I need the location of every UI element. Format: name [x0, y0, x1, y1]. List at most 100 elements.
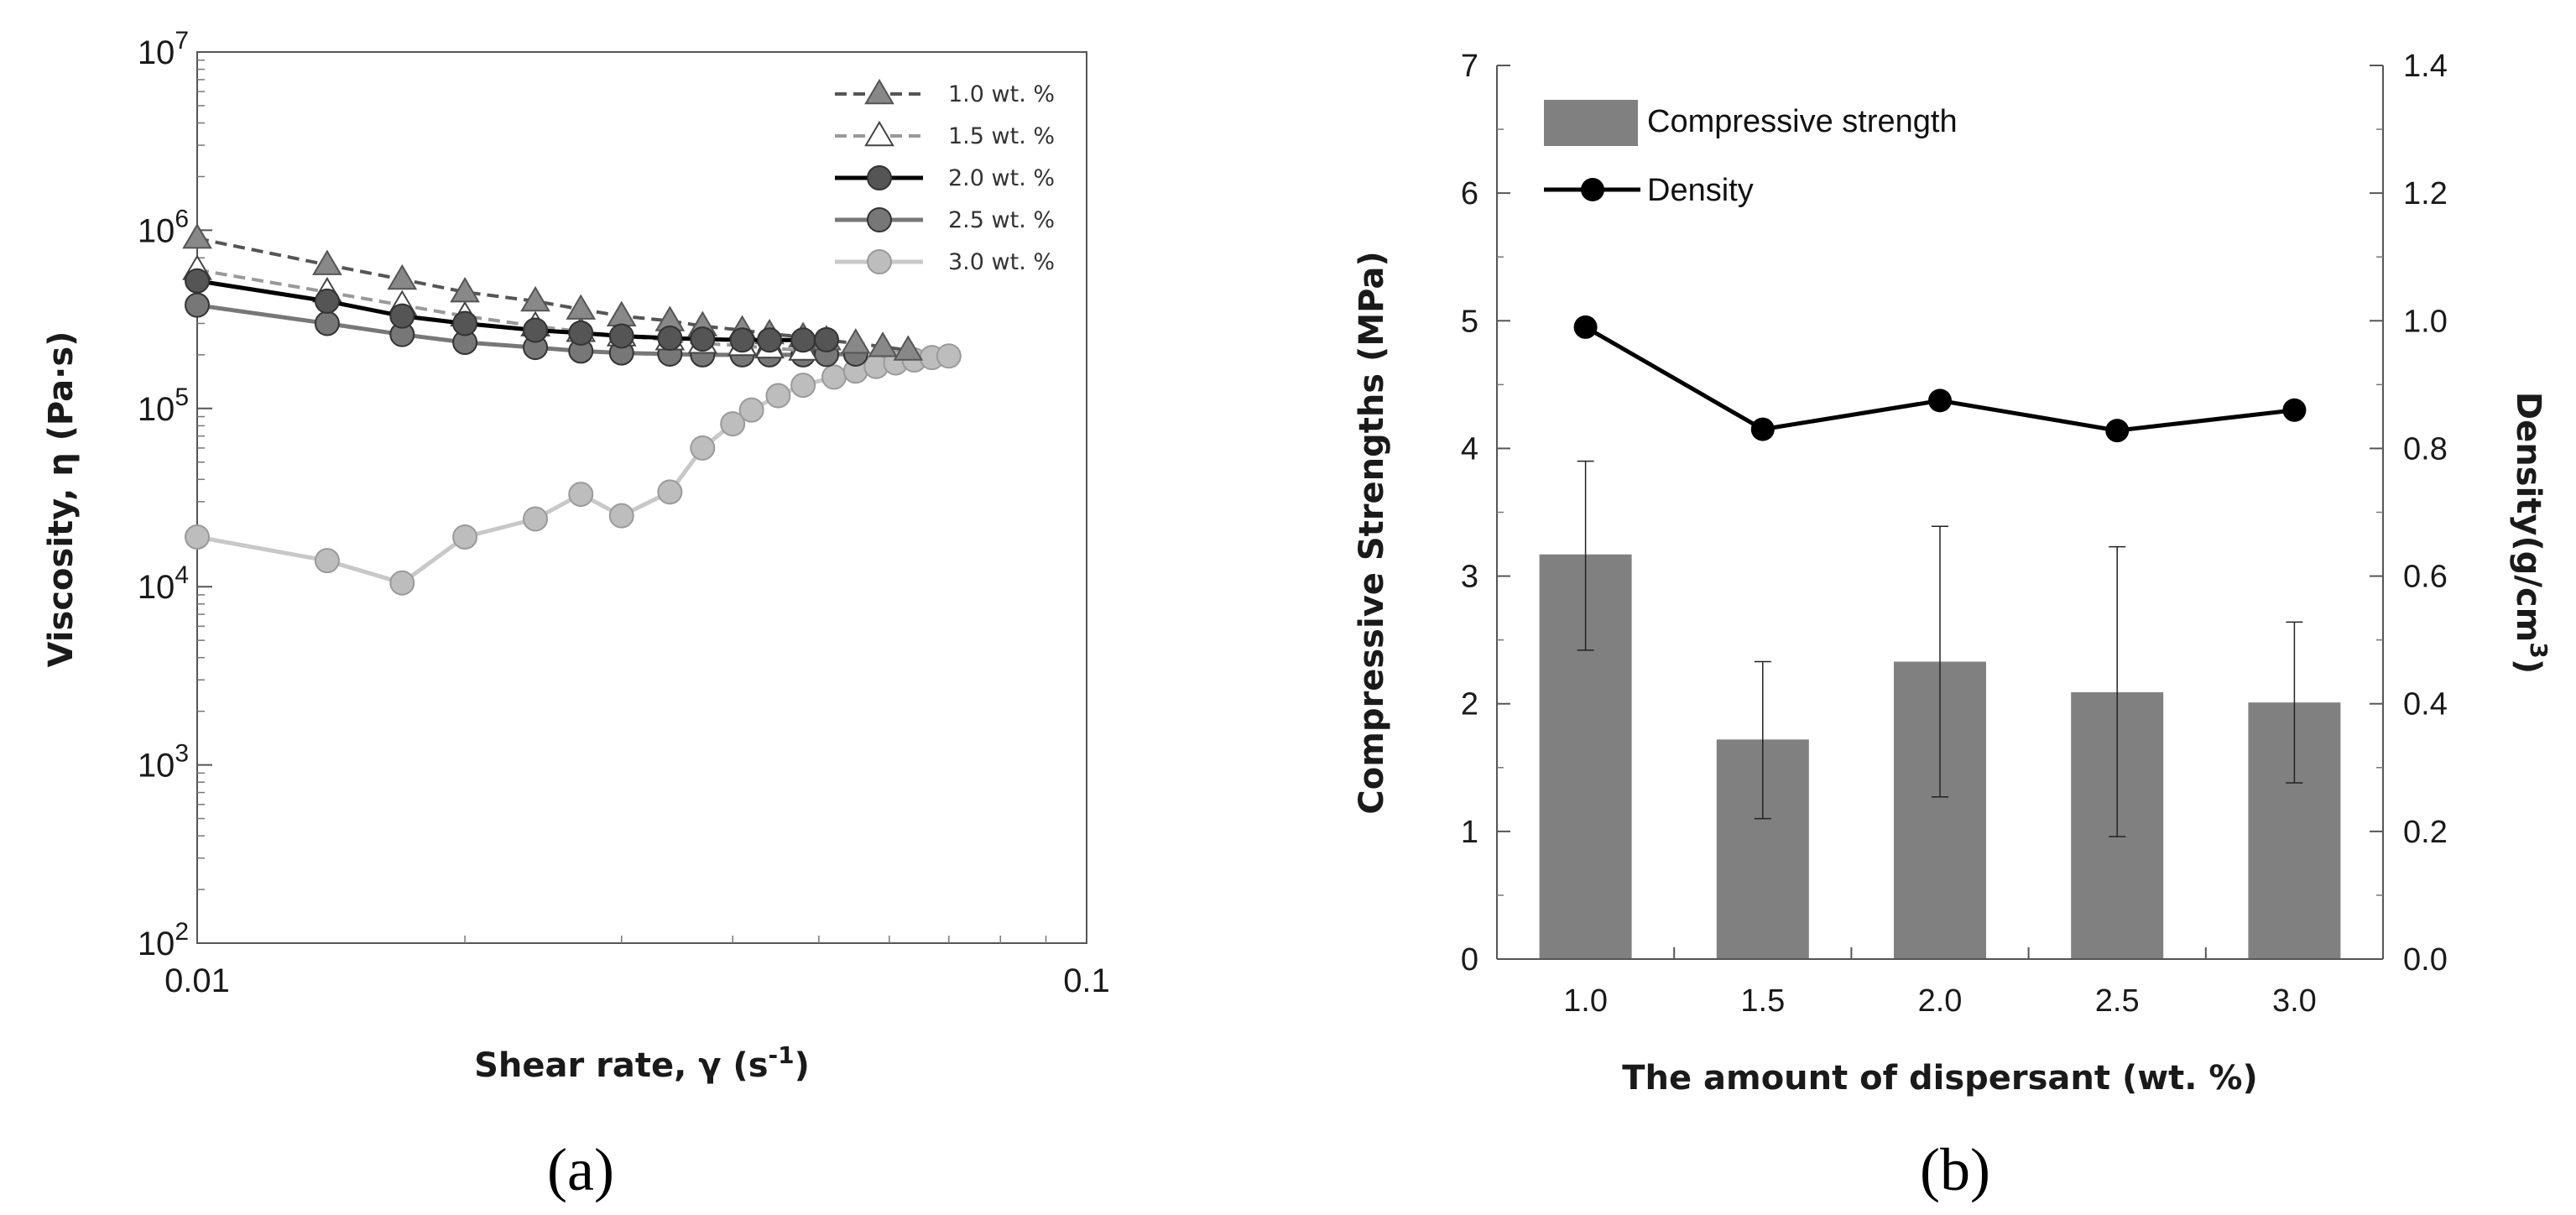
- x-category-label: 3.0: [2272, 983, 2317, 1019]
- data-point: [821, 364, 847, 390]
- legend-label: 2.5 wt. %: [948, 207, 1055, 233]
- left-tick-label: 6: [1461, 176, 1478, 211]
- x-axis-title-a: Shear rate, γ (s-1): [474, 1041, 810, 1085]
- x-axis-title-end: ): [795, 1046, 810, 1085]
- right-ticks-b: 0.0 0.2 0.4 0.6 0.8 1.0 1.2 1.4: [2370, 49, 2448, 978]
- legend-bar-label: Compressive strength: [1647, 104, 1958, 139]
- data-point: [314, 310, 340, 336]
- errorbar-layer-b: [1577, 460, 2303, 837]
- legend-label: 2.0 wt. %: [948, 165, 1055, 191]
- data-point: [606, 300, 637, 326]
- data-point: [936, 343, 962, 369]
- data-point: [840, 328, 871, 354]
- data-point: [690, 326, 716, 352]
- density-point: [1750, 417, 1775, 441]
- right-tick-label: 0.8: [2403, 431, 2448, 467]
- legend-marker: [864, 78, 894, 105]
- density-point: [1928, 388, 1952, 413]
- data-point: [657, 326, 683, 352]
- plot-frame-a: [196, 51, 1087, 944]
- right-tick-label: 1.4: [2403, 49, 2448, 84]
- y-tick-exponent: 5: [175, 383, 189, 411]
- data-point: [765, 383, 791, 409]
- series-layer-a: [182, 223, 962, 596]
- x-tick-label: 0.1: [1063, 962, 1110, 999]
- y-tick-base: 10: [138, 569, 175, 606]
- x-category-label: 2.5: [2095, 983, 2140, 1019]
- legend-label: 1.5 wt. %: [948, 123, 1055, 149]
- y-tick-base: 10: [138, 391, 175, 428]
- x-ticks-b: 1.0 1.5 2.0 2.5 3.0: [1563, 947, 2317, 1019]
- x-axis-title-main: Shear rate, γ (s: [474, 1046, 768, 1085]
- series-line: [196, 353, 950, 586]
- legend-b: Compressive strength Density: [1544, 100, 1958, 208]
- y-tick-exponent: 4: [175, 561, 189, 589]
- y-tick-exponent: 2: [175, 918, 189, 946]
- y-tick-base: 10: [138, 926, 175, 962]
- y-tick-exponent: 6: [175, 205, 189, 232]
- y-tick-label: 106: [138, 205, 189, 249]
- y-tick-base: 10: [138, 748, 175, 785]
- legend-label: 1.0 wt. %: [948, 81, 1055, 107]
- series-20-wt: [185, 268, 840, 353]
- y-tick-label: 102: [138, 918, 189, 962]
- legend-marker: [867, 207, 892, 232]
- panel-label-b: (b): [1920, 1136, 1990, 1203]
- data-point: [757, 327, 783, 353]
- left-tick-label: 2: [1461, 687, 1478, 722]
- panel-label-a: (a): [547, 1136, 614, 1203]
- right-tick-label: 1.2: [2403, 176, 2448, 211]
- y-tick-exponent: 3: [175, 740, 189, 768]
- y-tick-exponent: 7: [175, 27, 189, 55]
- x-category-label: 1.5: [1740, 983, 1785, 1019]
- data-point: [523, 317, 549, 343]
- data-point: [657, 479, 683, 505]
- left-tick-label: 3: [1461, 560, 1478, 595]
- data-point: [720, 411, 746, 437]
- data-point: [868, 331, 898, 357]
- data-point: [608, 503, 634, 529]
- series-line: [196, 279, 827, 342]
- data-point: [389, 303, 415, 329]
- y-tick-label: 103: [138, 740, 189, 785]
- series-30-wt: [185, 343, 962, 596]
- y-tick-label: 107: [138, 27, 189, 71]
- density-title-end: ): [2509, 659, 2547, 674]
- y-tick-label: 105: [138, 383, 189, 428]
- panel-b-strength-density-chart: 0 1 2 3 4 5 6 7 0.0 0.2 0.4 0.6 0.8 1.0 1.2 1.4 1.0 1.5…: [1353, 49, 2553, 1203]
- density-point: [2105, 419, 2130, 443]
- density-point: [2282, 398, 2307, 422]
- legend-marker: [867, 249, 892, 274]
- data-point: [790, 327, 816, 353]
- legend-line-label: Density: [1647, 173, 1754, 208]
- data-point: [608, 323, 634, 349]
- series-line: [196, 237, 909, 352]
- left-tick-label: 0: [1461, 942, 1478, 978]
- left-ticks-b: 0 1 2 3 4 5 6 7: [1461, 49, 1510, 978]
- y-axis-title-a: Viscosity, η (Pa·s): [42, 331, 81, 668]
- data-point: [729, 327, 755, 353]
- x-ticks-a: 0.01 0.1: [164, 928, 1110, 999]
- x-category-label: 1.0: [1563, 983, 1608, 1019]
- left-tick-label: 1: [1461, 815, 1478, 850]
- y-tick-base: 10: [138, 34, 175, 71]
- right-tick-label: 1.0: [2403, 304, 2448, 339]
- data-point: [185, 268, 210, 294]
- data-point: [185, 524, 210, 550]
- data-point: [452, 310, 478, 336]
- y-tick-label: 104: [138, 561, 189, 606]
- y-axis-title-left-b: Compressive Strengths (MPa): [1353, 251, 1391, 814]
- data-point: [738, 397, 764, 423]
- data-point: [185, 292, 210, 318]
- legend-a: 1.0 wt. % 1.5 wt. % 2.0 wt. % 2.5 wt. % 3.0 …: [835, 78, 1055, 275]
- x-axis-title-sup: -1: [769, 1041, 795, 1069]
- data-point: [452, 524, 478, 550]
- data-point: [450, 276, 480, 303]
- x-category-label: 2.0: [1918, 983, 1963, 1019]
- y-tick-base: 10: [138, 212, 175, 249]
- right-tick-label: 0.6: [2403, 560, 2448, 595]
- y-axis-title-right-b: Density(g/cm3): [2509, 392, 2553, 674]
- data-point: [389, 570, 415, 596]
- density-title-main: Density(g/cm: [2509, 392, 2547, 642]
